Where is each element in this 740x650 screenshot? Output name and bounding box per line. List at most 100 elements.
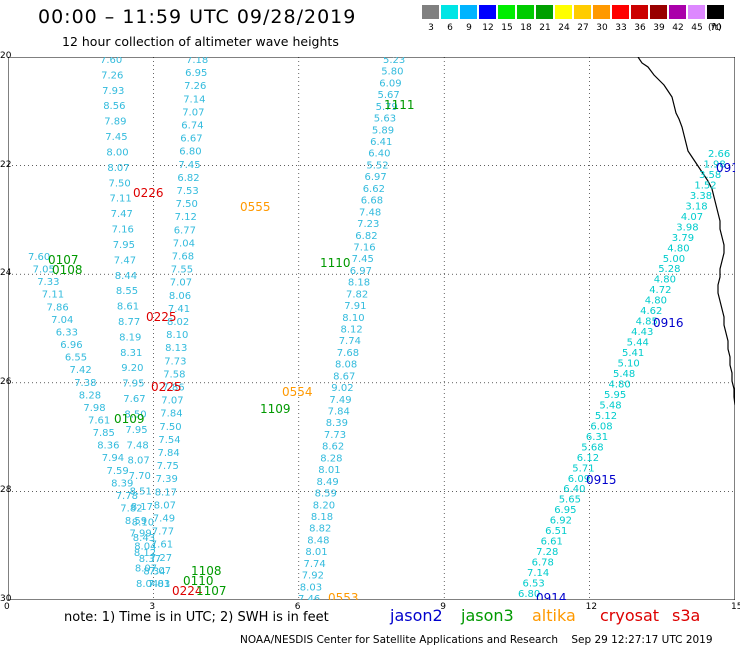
wave-height-value: 8.00: [106, 148, 128, 159]
wave-height-value: 5.28: [658, 264, 680, 275]
legend-swatch: [612, 5, 629, 19]
wave-height-value: 7.95: [113, 240, 135, 251]
wave-height-value: 7.07: [161, 396, 183, 407]
wave-height-value: 7.45: [105, 132, 127, 143]
wave-height-value: 7.55: [171, 265, 193, 276]
wave-height-value: 7.70: [129, 471, 151, 482]
wave-height-value: 4.80: [654, 275, 676, 286]
legend-label: 39: [653, 23, 665, 33]
wave-height-value: 7.05: [33, 265, 55, 276]
wave-height-value: 7.60: [28, 252, 50, 263]
wave-height-value: 8.02: [167, 317, 189, 328]
pass-time-label: 0555: [240, 200, 271, 214]
wave-height-value: 8.07: [154, 500, 176, 511]
wave-height-value: 7.89: [104, 117, 126, 128]
legend-label: 30: [596, 23, 608, 33]
pass-time-label: 0554: [282, 385, 313, 399]
footer-credit: NOAA/NESDIS Center for Satellite Applica…: [240, 634, 713, 646]
wave-height-value: 7.03: [148, 579, 170, 590]
wave-height-value: 7.77: [152, 527, 174, 538]
wave-height-value: 8.56: [103, 101, 125, 112]
y-axis-label: 30: [0, 594, 12, 604]
wave-height-value: 7.91: [344, 301, 366, 312]
wave-height-value: 6.97: [365, 172, 387, 183]
wave-height-value: 6.09: [379, 78, 401, 89]
wave-height-value: 8.10: [132, 517, 154, 528]
wave-height-value: 7.84: [328, 407, 350, 418]
wave-height-value: 7.14: [183, 94, 205, 105]
wave-height-value: 8.37: [139, 554, 161, 565]
wave-height-value: 7.86: [47, 302, 69, 313]
wave-height-value: 7.33: [37, 277, 59, 288]
y-axis-label: 28: [0, 485, 12, 496]
wave-height-value: 3.38: [690, 191, 712, 202]
wave-height-value: 5.95: [604, 390, 626, 401]
coastline: [637, 57, 735, 406]
wave-height-value: 8.43: [133, 533, 155, 544]
pass-time-label: 0225: [146, 310, 177, 324]
legend-swatch: [498, 5, 515, 19]
wave-height-value: 8.49: [317, 477, 339, 488]
grid-lines: [8, 57, 735, 600]
wave-height-value: 8.51: [130, 487, 152, 498]
wave-height-value: 5.65: [559, 495, 581, 506]
wave-height-value: 7.93: [102, 86, 124, 97]
legend-label: 12: [482, 23, 494, 33]
pass-time-label: 0914: [536, 591, 567, 600]
legend-label: 15: [501, 23, 513, 33]
wave-height-value: 6.51: [545, 526, 567, 537]
legend-label: 24: [558, 23, 570, 33]
wave-height-value: 6.80: [518, 589, 540, 600]
wave-height-value: 6.82: [177, 173, 199, 184]
wave-height-value: 6.08: [590, 421, 612, 432]
legend-label: 27: [577, 23, 589, 33]
wave-height-value: 4.80: [667, 243, 689, 254]
pass-time-label: 0109: [114, 412, 145, 426]
wave-height-value: 4.85: [636, 317, 658, 328]
wave-height-value: 8.10: [166, 330, 188, 341]
wave-height-value: 5.71: [572, 463, 594, 474]
wave-height-value: 7.04: [51, 315, 73, 326]
wave-height-value: 7.61: [151, 540, 173, 551]
wave-height-value: 8.48: [307, 535, 329, 546]
wave-height-value: 6.33: [56, 328, 78, 339]
legend-swatch: [479, 5, 496, 19]
wave-height-value: 7.82: [120, 504, 142, 515]
wave-height-value: 8.08: [335, 360, 357, 371]
wave-height-value: 6.09: [568, 474, 590, 485]
x-axis-label: 12: [585, 602, 598, 612]
wave-height-value: 6.92: [550, 516, 572, 527]
wave-height-value: 8.62: [322, 442, 344, 453]
wave-height-value: 7.38: [74, 378, 96, 389]
legend-swatch: [441, 5, 458, 19]
legend-swatch: [574, 5, 591, 19]
wave-height-value: 8.82: [309, 524, 331, 535]
wave-height-value: 8.34: [143, 566, 165, 577]
wave-height-value: 6.61: [541, 537, 563, 548]
legend-swatch: [650, 5, 667, 19]
legend-label: 18: [520, 23, 532, 33]
legend-swatch: [460, 5, 477, 19]
wave-height-value: 7.54: [158, 435, 180, 446]
pass-time-label: 0224: [172, 584, 203, 598]
wave-height-value: 8.55: [116, 286, 138, 297]
wave-height-value: 6.96: [60, 340, 82, 351]
wave-height-value: 8.13: [165, 343, 187, 354]
wave-height-value: 7.94: [102, 453, 124, 464]
wave-height-value: 6.53: [523, 579, 545, 590]
wave-height-value: 5.23: [383, 57, 405, 66]
wave-height-value: 6.12: [577, 453, 599, 464]
legend-label: 6: [447, 23, 453, 33]
legend-s3a: s3a: [672, 606, 701, 625]
x-axis-label: 0: [4, 602, 10, 612]
legend-label: 3: [428, 23, 434, 33]
wave-height-value: 7.68: [337, 348, 359, 359]
pass-time-label: 1111: [384, 98, 415, 112]
wave-height-value: 8.04: [136, 579, 158, 590]
wave-height-value: 7.73: [164, 356, 186, 367]
wave-height-value: 8.18: [348, 278, 370, 289]
legend-swatch: [669, 5, 686, 19]
wave-height-value: 5.89: [372, 125, 394, 136]
wave-height-value: 7.04: [173, 238, 195, 249]
wave-height-value: 7.23: [357, 219, 379, 230]
